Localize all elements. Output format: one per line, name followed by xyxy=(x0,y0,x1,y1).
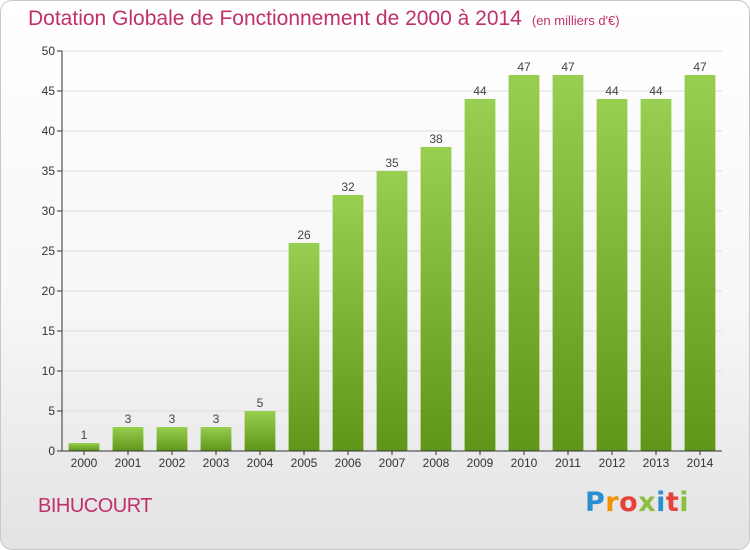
y-tick-label: 0 xyxy=(48,444,55,458)
bar xyxy=(156,427,188,451)
x-tick-label: 2007 xyxy=(379,456,406,470)
y-tick-label: 40 xyxy=(42,124,56,138)
x-tick-label: 2011 xyxy=(555,456,581,470)
x-tick-label: 2002 xyxy=(159,456,186,470)
bar-value-label: 3 xyxy=(169,412,176,426)
x-tick-label: 2008 xyxy=(423,456,450,470)
x-tick-label: 2010 xyxy=(511,456,538,470)
bar-value-label: 5 xyxy=(257,396,264,410)
x-tick-label: 2013 xyxy=(643,456,670,470)
chart-title: Dotation Globale de Fonctionnement de 20… xyxy=(28,7,620,31)
commune-name: BIHUCOURT xyxy=(38,495,153,517)
bar-value-label: 47 xyxy=(693,60,707,74)
bar xyxy=(68,443,100,451)
y-tick-label: 5 xyxy=(48,404,55,418)
y-tick-label: 20 xyxy=(42,284,56,298)
x-tick-label: 2006 xyxy=(335,456,362,470)
y-tick-label: 10 xyxy=(42,364,56,378)
chart-title-text: Dotation Globale de Fonctionnement de 20… xyxy=(28,7,522,30)
x-tick-label: 2014 xyxy=(687,456,714,470)
bar xyxy=(508,75,540,451)
x-tick-label: 2001 xyxy=(115,456,142,470)
x-tick-label: 2012 xyxy=(599,456,626,470)
y-tick-label: 30 xyxy=(42,204,56,218)
bar-value-label: 35 xyxy=(385,156,399,170)
bar xyxy=(244,411,276,451)
bar xyxy=(112,427,144,451)
bar xyxy=(640,99,672,451)
y-tick-label: 15 xyxy=(42,324,56,338)
logo-letter: P xyxy=(585,487,606,518)
logo-letter: x xyxy=(638,487,657,518)
x-tick-label: 2003 xyxy=(203,456,230,470)
y-tick-label: 50 xyxy=(42,44,56,58)
bar xyxy=(684,75,716,451)
bar xyxy=(552,75,584,451)
logo-letter: t xyxy=(665,487,680,518)
x-tick-label: 2004 xyxy=(247,456,274,470)
x-tick-label: 2005 xyxy=(291,456,318,470)
bar xyxy=(420,147,452,451)
bar-value-label: 3 xyxy=(125,412,132,426)
logo-letter: r xyxy=(605,487,620,518)
bar xyxy=(332,195,364,451)
y-tick-label: 25 xyxy=(42,244,56,258)
bar xyxy=(464,99,496,451)
bar-value-label: 47 xyxy=(517,60,531,74)
logo-letter: i xyxy=(656,487,666,518)
bar-value-label: 44 xyxy=(473,84,487,98)
logo-letter: i xyxy=(679,487,690,518)
proxiti-logo: Proxiti xyxy=(585,487,689,518)
bar-value-label: 44 xyxy=(649,84,663,98)
bar xyxy=(596,99,628,451)
bar-value-label: 3 xyxy=(213,412,220,426)
bar-value-label: 44 xyxy=(605,84,619,98)
x-tick-label: 2000 xyxy=(71,456,98,470)
bar xyxy=(200,427,232,451)
bar-value-label: 47 xyxy=(561,60,575,74)
bar-value-label: 38 xyxy=(429,132,443,146)
x-tick-label: 2009 xyxy=(467,456,494,470)
y-tick-label: 35 xyxy=(42,164,56,178)
logo-letter: o xyxy=(619,487,639,518)
bar-value-label: 32 xyxy=(341,180,355,194)
bar-value-label: 1 xyxy=(81,428,88,442)
bar xyxy=(376,171,408,451)
bar xyxy=(288,243,320,451)
chart-subtitle: (en milliers d'€) xyxy=(531,13,620,28)
bar-value-label: 26 xyxy=(297,228,311,242)
y-tick-label: 45 xyxy=(42,84,56,98)
